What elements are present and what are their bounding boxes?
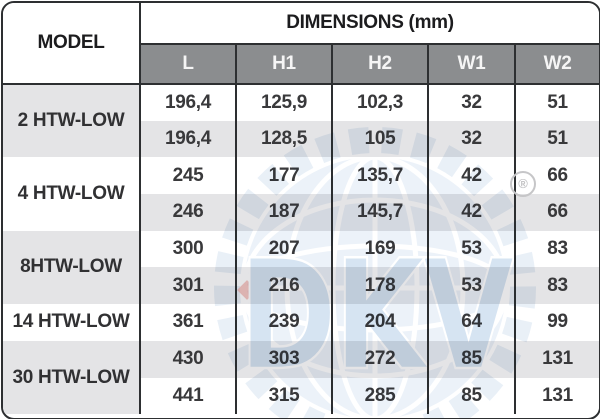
- cell-l: 196,4: [140, 84, 237, 121]
- cell-w1: 42: [428, 157, 516, 195]
- cell-l: 245: [140, 157, 237, 195]
- cell-w2: 66: [515, 157, 599, 195]
- model-column-header: MODEL: [3, 3, 141, 85]
- column-header-l: L: [140, 43, 237, 85]
- dimensions-header: DIMENSIONS (mm): [140, 3, 599, 45]
- cell-w2: 131: [515, 340, 599, 378]
- cell-h2: 145,7: [332, 194, 429, 231]
- column-header-w2: W2: [515, 43, 599, 85]
- cell-h2: 102,3: [332, 84, 429, 121]
- column-header-h2: H2: [332, 43, 429, 85]
- cell-h2: 285: [332, 377, 429, 415]
- cell-w2: 131: [515, 377, 599, 415]
- model-cell-8htw: 8HTW-LOW: [3, 230, 141, 305]
- cell-l: 361: [140, 304, 237, 341]
- cell-w1: 42: [428, 194, 516, 231]
- cell-w1: 53: [428, 230, 516, 268]
- cell-l: 441: [140, 377, 237, 415]
- cell-w1: 64: [428, 304, 516, 341]
- table-row: 2 HTW-LOW 196,4 125,9 102,3 32 51: [3, 84, 599, 158]
- cell-w1: 85: [428, 340, 516, 378]
- cell-h1: 125,9: [236, 84, 333, 121]
- cell-l: 430: [140, 340, 237, 378]
- model-cell-4htw: 4 HTW-LOW: [3, 157, 141, 231]
- cell-h1: 187: [236, 194, 333, 231]
- model-cell-14htw: 14 HTW-LOW: [3, 304, 141, 341]
- cell-w2: 83: [515, 230, 599, 268]
- cell-w1: 53: [428, 267, 516, 305]
- table-row: 30 HTW-LOW 430 303 272 85 131: [3, 340, 599, 415]
- cell-w2: 51: [515, 84, 599, 121]
- cell-h1: 216: [236, 267, 333, 305]
- cell-w2: 66: [515, 194, 599, 231]
- cell-h1: 128,5: [236, 120, 333, 158]
- table-row: 14 HTW-LOW 361 239 204 64 99: [3, 304, 599, 341]
- cell-w1: 32: [428, 120, 516, 158]
- model-cell-2htw: 2 HTW-LOW: [3, 84, 141, 158]
- cell-h2: 204: [332, 304, 429, 341]
- cell-w2: 51: [515, 120, 599, 158]
- column-header-w1: W1: [428, 43, 516, 85]
- table-row: 4 HTW-LOW 245 177 135,7 42 66: [3, 157, 599, 231]
- cell-h2: 135,7: [332, 157, 429, 195]
- cell-l: 301: [140, 267, 237, 305]
- cell-w2: 99: [515, 304, 599, 341]
- table-row: 8HTW-LOW 300 207 169 53 83: [3, 230, 599, 305]
- cell-h1: 303: [236, 340, 333, 378]
- cell-l: 196,4: [140, 120, 237, 158]
- cell-h1: 239: [236, 304, 333, 341]
- cell-h1: 177: [236, 157, 333, 195]
- cell-h2: 169: [332, 230, 429, 268]
- cell-h2: 105: [332, 120, 429, 158]
- model-cell-30htw: 30 HTW-LOW: [3, 340, 141, 415]
- cell-w1: 85: [428, 377, 516, 415]
- cell-w2: 83: [515, 267, 599, 305]
- cell-l: 246: [140, 194, 237, 231]
- cell-l: 300: [140, 230, 237, 268]
- cell-h2: 178: [332, 267, 429, 305]
- column-header-h1: H1: [236, 43, 333, 85]
- cell-w1: 32: [428, 84, 516, 121]
- cell-h1: 315: [236, 377, 333, 415]
- cell-h2: 272: [332, 340, 429, 378]
- dimensions-table-grid: MODEL DIMENSIONS (mm) L H1 H2 W1 W2 2 HT…: [3, 3, 599, 415]
- cell-h1: 207: [236, 230, 333, 268]
